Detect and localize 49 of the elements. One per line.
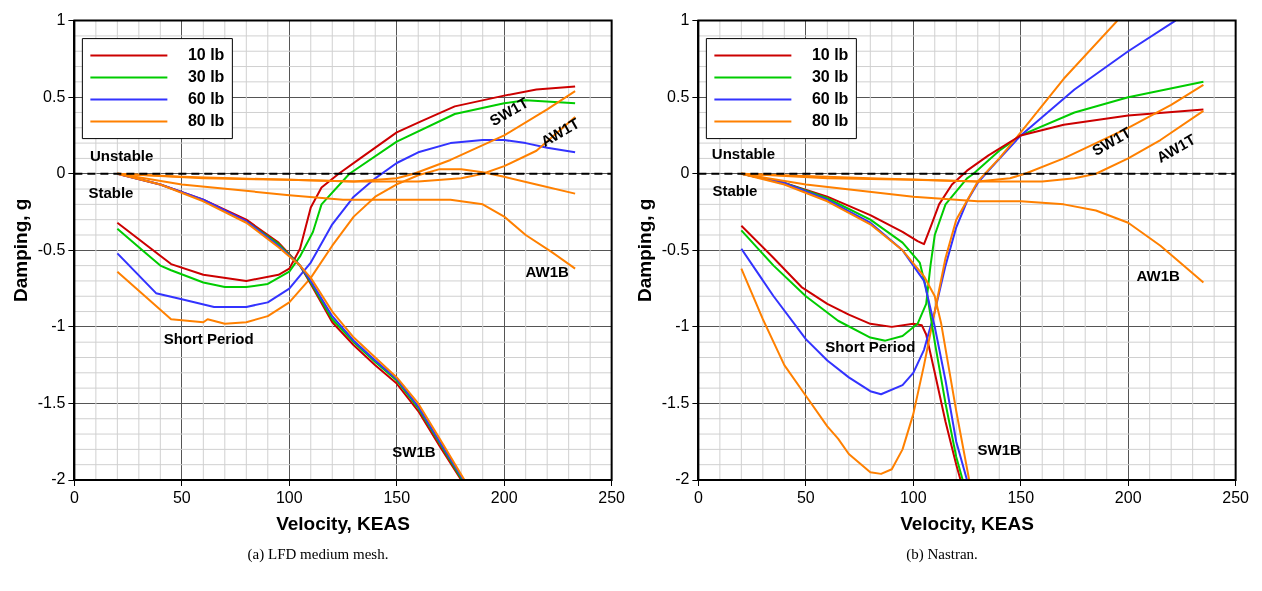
y-tick-label: -2: [51, 470, 66, 488]
annotation: Stable: [712, 182, 758, 200]
annotation: Short Period: [163, 330, 254, 348]
y-tick-label: 0.5: [43, 87, 66, 105]
y-tick-label: 1: [56, 11, 66, 29]
x-tick-label: 50: [172, 489, 191, 507]
x-axis-title: Velocity, KEAS: [900, 512, 1034, 534]
text: (a) LFD medium mesh.: [246, 546, 390, 563]
y-axis-title: Damping, g: [9, 198, 31, 303]
y-axis-title: Damping, g: [633, 198, 655, 303]
x-tick-label: 0: [693, 489, 703, 507]
x-tick-label: 50: [796, 489, 815, 507]
x-tick-label: 200: [1114, 489, 1142, 507]
x-tick-label: 150: [1007, 489, 1035, 507]
y-tick-label: 0: [680, 164, 690, 182]
y-tick-label: -1.5: [37, 393, 66, 411]
x-tick-label: 150: [383, 489, 411, 507]
y-tick-label: 1: [680, 11, 690, 29]
annotation: Unstable: [711, 145, 776, 163]
x-axis-title: Velocity, KEAS: [276, 512, 410, 534]
annotation: Stable: [88, 183, 134, 201]
y-tick-label: -1: [51, 317, 66, 335]
legend-label: 60 lb: [187, 90, 225, 108]
annotation: Unstable: [89, 147, 154, 165]
y-tick-label: -0.5: [661, 240, 690, 258]
x-tick-label: 0: [69, 489, 79, 507]
annotation: SW1B: [392, 442, 436, 460]
annotation: AW1B: [525, 263, 570, 281]
annotation: AW1B: [1136, 266, 1181, 284]
text: (b) Nastran.: [905, 546, 979, 563]
legend-label: 80 lb: [811, 112, 849, 130]
x-tick-label: 200: [490, 489, 518, 507]
legend-label: 10 lb: [187, 46, 225, 64]
legend-label: 80 lb: [187, 112, 225, 130]
x-tick-label: 250: [1222, 489, 1250, 507]
y-tick-label: -1: [675, 317, 690, 335]
legend-label: 60 lb: [811, 90, 849, 108]
annotation: SW1B: [977, 441, 1022, 459]
y-tick-label: -0.5: [37, 240, 66, 258]
y-tick-label: -2: [675, 470, 690, 488]
y-tick-label: 0: [56, 164, 66, 182]
y-tick-label: -1.5: [661, 393, 690, 411]
y-tick-label: 0.5: [667, 87, 690, 105]
legend-label: 30 lb: [187, 68, 225, 86]
x-tick-label: 100: [275, 489, 303, 507]
x-tick-label: 250: [598, 489, 626, 507]
legend-label: 30 lb: [811, 68, 849, 86]
x-tick-label: 100: [899, 489, 927, 507]
legend-label: 10 lb: [811, 46, 849, 64]
